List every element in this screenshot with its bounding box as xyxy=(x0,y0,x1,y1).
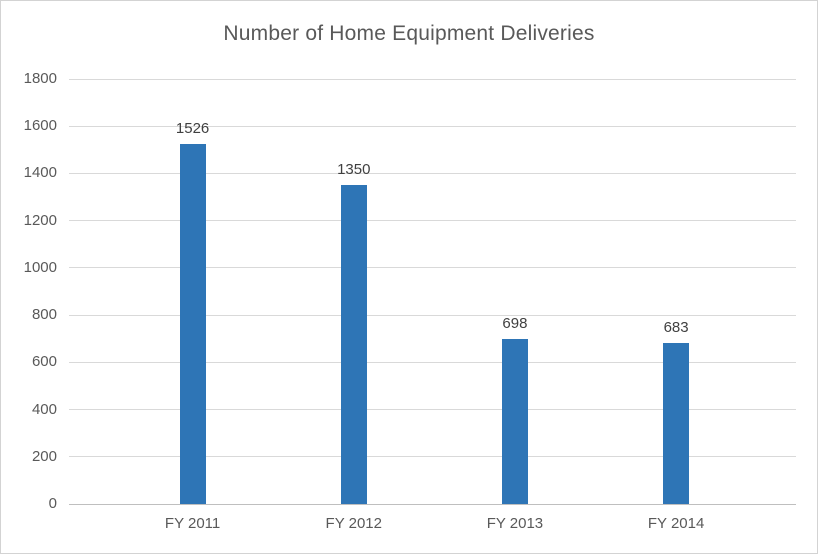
y-axis-tick-label: 1200 xyxy=(23,211,57,229)
y-axis-tick-label: 600 xyxy=(31,353,57,371)
bar xyxy=(179,143,206,504)
data-label: 683 xyxy=(663,318,689,336)
gridline xyxy=(69,456,796,458)
gridline xyxy=(69,267,796,269)
gridline xyxy=(69,125,796,127)
y-axis-tick-label: 1800 xyxy=(23,70,57,87)
data-label: 698 xyxy=(502,315,528,333)
x-axis-line xyxy=(69,503,796,505)
gridline xyxy=(69,409,796,411)
x-axis-tick-label: FY 2013 xyxy=(486,515,544,532)
y-axis-tick-label: 0 xyxy=(48,495,57,512)
y-axis-tick-label: 800 xyxy=(31,306,57,324)
bar xyxy=(340,185,367,504)
data-label: 1526 xyxy=(175,119,210,137)
plot-area: 0 200 400 600 800 1000 1200 1400 1600 1800 1526 FY … xyxy=(24,70,796,532)
y-axis-tick-label: 1400 xyxy=(23,164,57,182)
gridline xyxy=(69,78,796,80)
x-axis-tick-label: FY 2011 xyxy=(164,515,221,532)
bar xyxy=(501,339,528,504)
y-axis-tick-label: 1000 xyxy=(23,258,57,276)
x-axis-tick-label: FY 2012 xyxy=(325,515,382,532)
gridline xyxy=(69,220,796,222)
gridline xyxy=(69,361,796,363)
y-axis-tick-label: 1600 xyxy=(23,117,57,135)
data-label: 1350 xyxy=(337,161,371,179)
chart-title: Number of Home Equipment Deliveries xyxy=(223,22,595,45)
y-axis-tick-label: 400 xyxy=(31,400,57,418)
bar xyxy=(663,342,690,504)
gridline xyxy=(69,172,796,174)
y-axis-tick-label: 200 xyxy=(31,447,57,465)
gridline xyxy=(69,314,796,316)
x-axis-tick-label: FY 2014 xyxy=(647,515,705,532)
